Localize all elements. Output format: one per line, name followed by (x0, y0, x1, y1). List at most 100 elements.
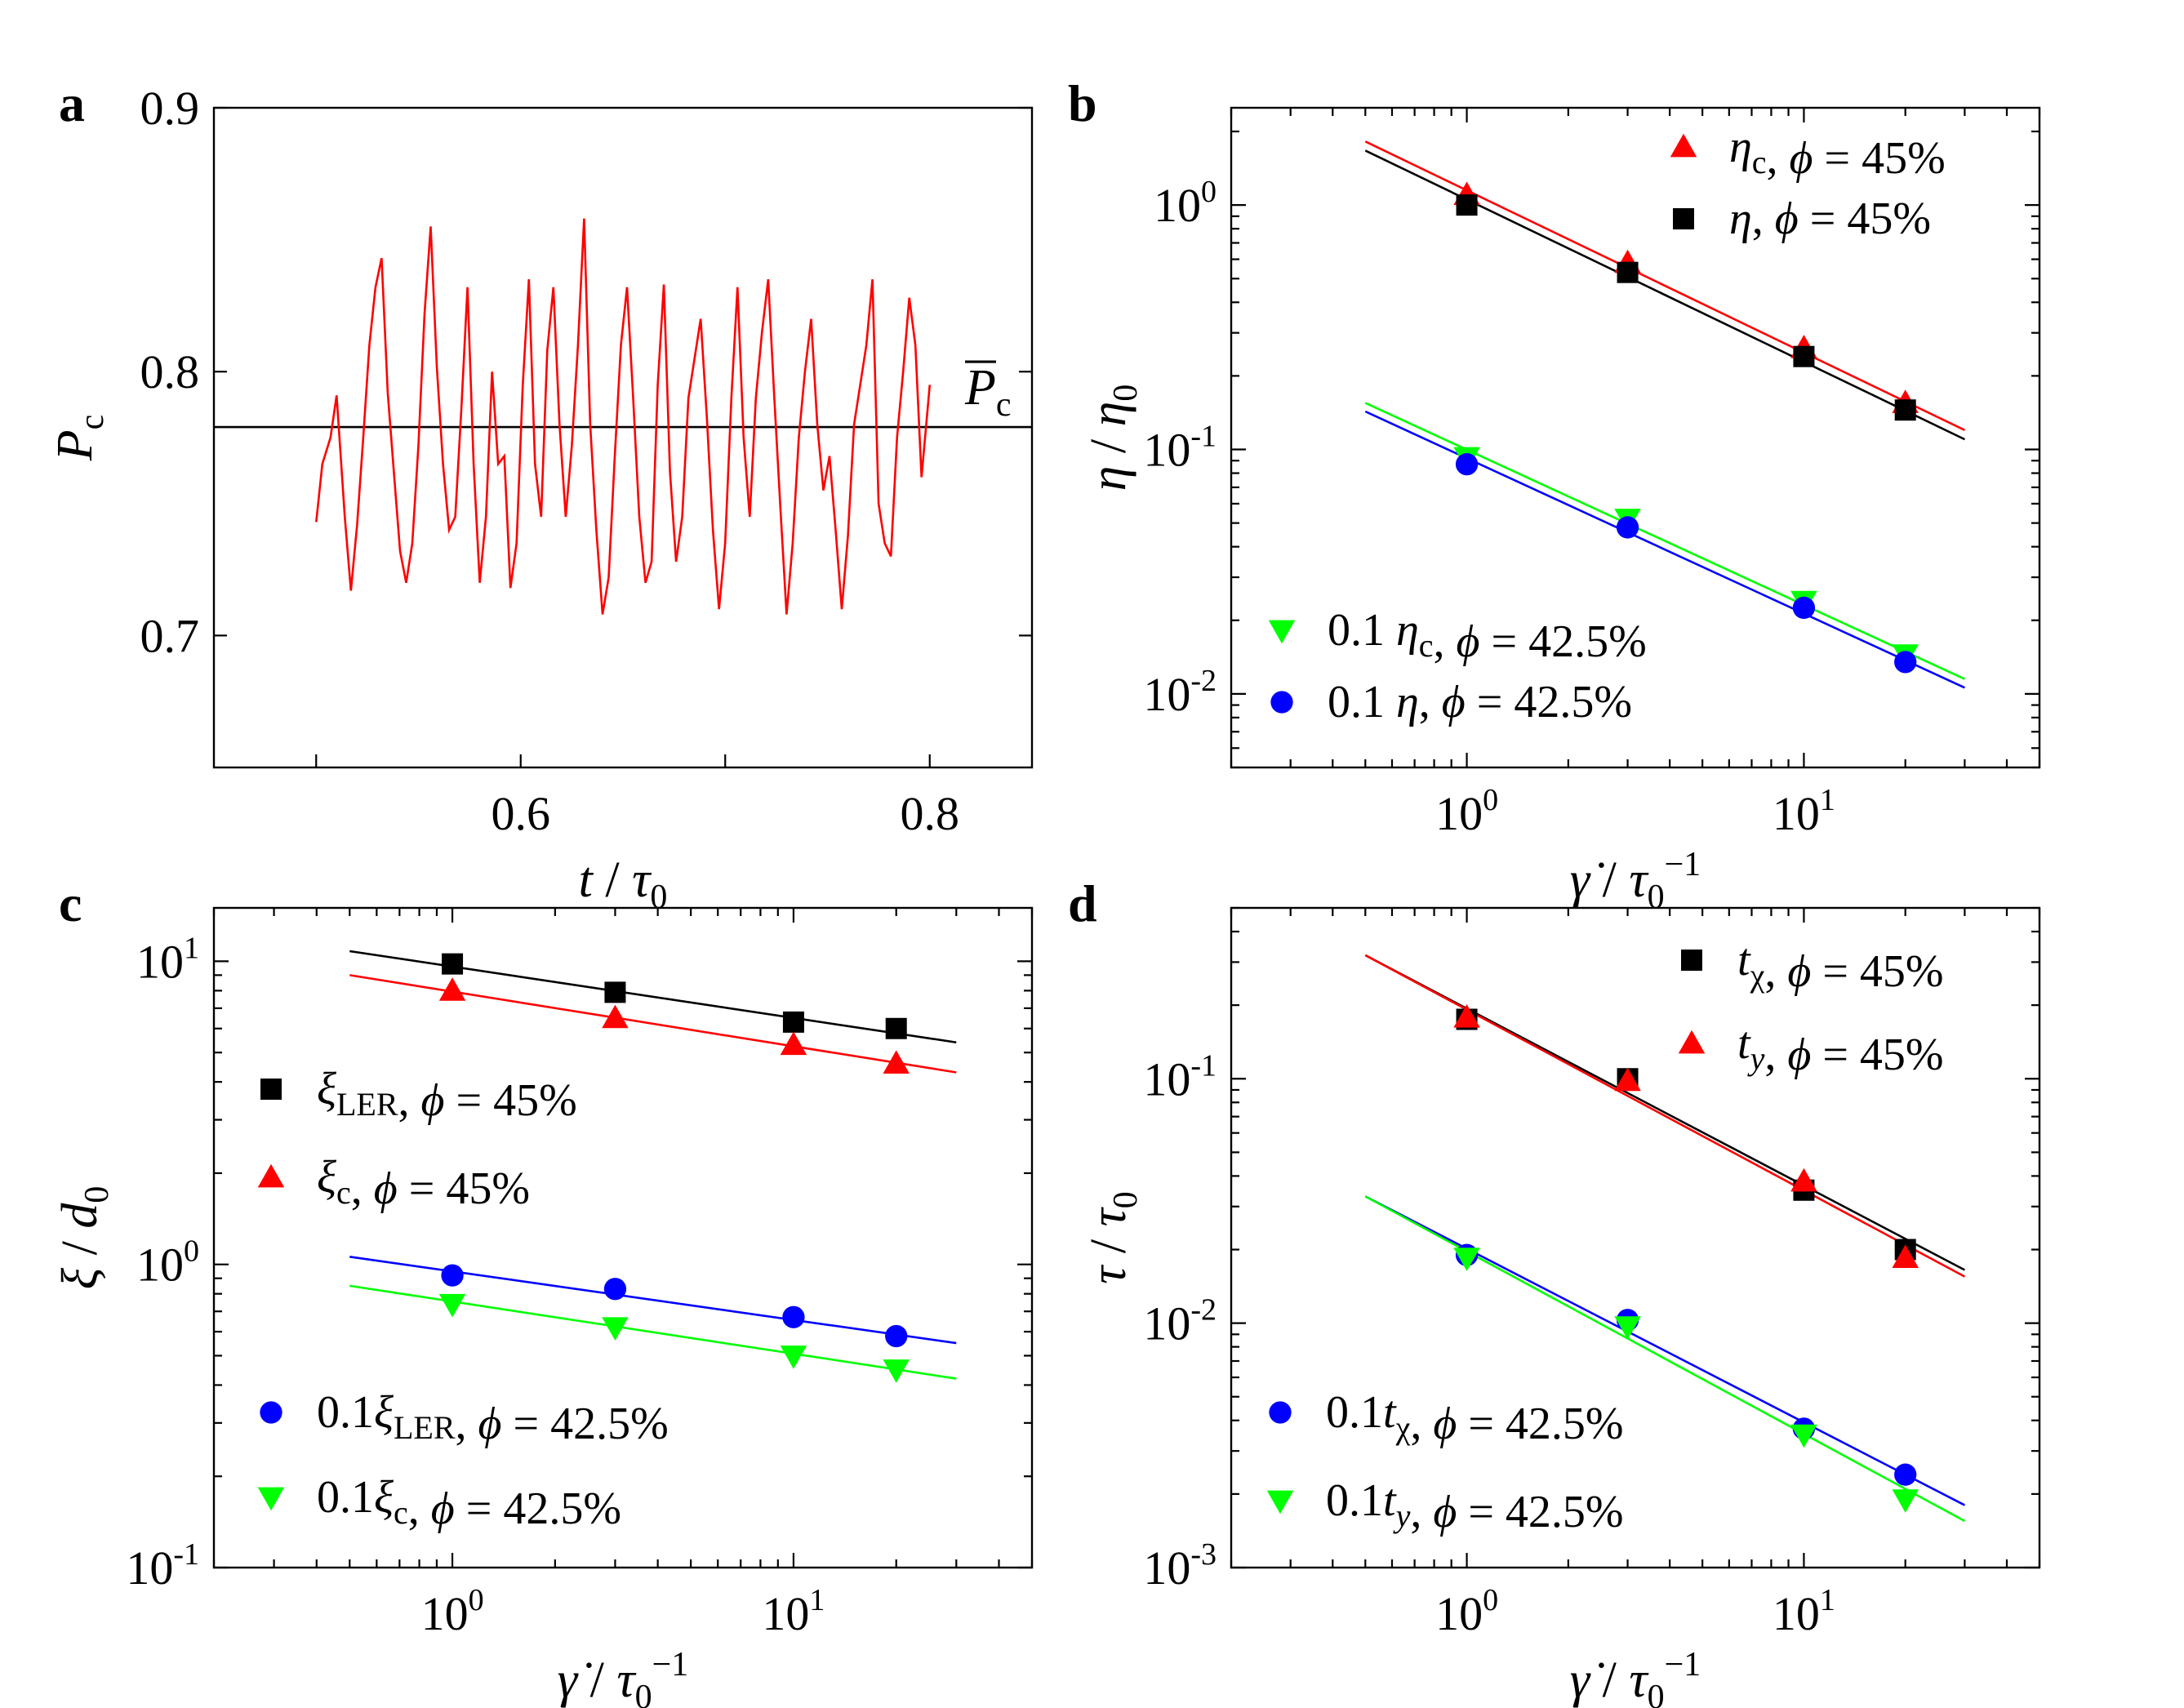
legend-marker (1270, 691, 1293, 714)
data-point-black (1793, 345, 1815, 367)
legend-prefix: 0.1 (317, 1387, 374, 1438)
tick-exponent: -1 (1190, 420, 1217, 454)
legend-text: ty, ϕ = 45% (1737, 1018, 1944, 1080)
data-point-blue (782, 1305, 805, 1328)
x-tick-label: 0.6 (492, 787, 551, 840)
data-point-green (1790, 1424, 1817, 1448)
y-axis-label: η / η0 (1081, 385, 1145, 491)
tick-exponent: 0 (1483, 1583, 1498, 1617)
legend-prefix: 0.1 (1326, 1475, 1383, 1526)
y-tick-label: 10-1 (126, 1537, 199, 1595)
x-axis-label: γ̇ / τ0−1 (1570, 846, 1701, 916)
legend-symbol: t (1383, 1475, 1397, 1526)
data-point-blue (885, 1324, 908, 1348)
symbol-tau: τ (1629, 852, 1649, 908)
x-tick-label: 100 (421, 1583, 484, 1640)
tick-base: 10 (1143, 1297, 1190, 1350)
legend-symbol: t (1383, 1387, 1397, 1438)
legend-marker (1266, 1490, 1294, 1515)
legend-marker (260, 1079, 282, 1100)
subscript: 0 (78, 1186, 116, 1203)
legend-item-green: 0.1ty, ϕ = 42.5% (1266, 1475, 1624, 1537)
legend-sep: , (351, 1163, 374, 1214)
tick-base: 10 (1773, 787, 1820, 840)
legend-value: = 42.5% (1466, 677, 1632, 727)
legend-sep: , (398, 1075, 421, 1126)
panel-label: b (1068, 74, 1097, 132)
slash: / (577, 1652, 616, 1708)
legend-symbol: ξ (317, 1064, 336, 1114)
legend-phi: ϕ (1457, 616, 1480, 667)
subscript: 0 (1648, 1679, 1665, 1708)
fit-line-red (1364, 954, 1966, 1278)
legend-sep: , (1767, 133, 1790, 184)
symbol-tau: τ (1629, 1652, 1649, 1708)
data-point-blue (1894, 651, 1917, 674)
legend-symbol: η (1396, 605, 1419, 656)
legend-marker (1673, 208, 1694, 229)
tick-base: 10 (1435, 1587, 1483, 1640)
legend-symbol: ξ (374, 1387, 394, 1438)
data-point-blue (603, 1278, 627, 1301)
legend-item-black: ξLER, ϕ = 45% (260, 1064, 577, 1126)
tick-exponent: -3 (1190, 1537, 1217, 1572)
legend-subscript: χ (1395, 1409, 1411, 1446)
slash: / (1590, 1652, 1629, 1708)
legend-sep: , (1752, 193, 1775, 244)
y-axis-label: τ / τ0 (1081, 1191, 1145, 1284)
symbol: τ (1081, 1264, 1136, 1284)
subscript: 0 (1107, 1191, 1145, 1208)
superscript: −1 (652, 1646, 689, 1684)
fit-line-red (1364, 140, 1965, 431)
legend-subscript: y (1393, 1497, 1411, 1534)
legend-item-blue: 0.1tχ, ϕ = 42.5% (1269, 1387, 1624, 1449)
legend-marker (260, 1401, 282, 1424)
legend-symbol: t (1737, 935, 1751, 985)
legend-item-blue: 0.1ξLER, ϕ = 42.5% (260, 1387, 669, 1449)
legend-prefix: 0.1 (1326, 1387, 1383, 1438)
legend-sep: , (1419, 677, 1442, 727)
legend-text: 0.1ξLER, ϕ = 42.5% (317, 1387, 669, 1449)
legend-sep: , (1410, 1487, 1433, 1537)
subscript: 0 (1107, 385, 1145, 402)
legend-prefix: 0.1 (1328, 677, 1396, 727)
y-tick-label: 10-2 (1143, 664, 1217, 721)
tick-base: 10 (1143, 1052, 1190, 1105)
panel-label: a (59, 74, 85, 132)
tick-exponent: -1 (1190, 1048, 1217, 1083)
legend-text: ηc, ϕ = 45% (1729, 122, 1946, 184)
legend-sep: , (1764, 946, 1787, 997)
tick-base: 10 (1435, 787, 1483, 840)
subscript: c (996, 386, 1012, 424)
legend-marker (1268, 620, 1296, 644)
legend-text: 0.1 ηc, ϕ = 42.5% (1328, 605, 1647, 667)
legend-subscript: χ (1750, 957, 1765, 994)
symbol: d (52, 1203, 108, 1229)
x-tick-label: 100 (1435, 783, 1498, 840)
symbol: τ (1081, 1206, 1136, 1226)
slash: / (1081, 426, 1136, 465)
x-axis-label: t / τ0 (579, 852, 668, 916)
x-tick-label: 101 (1773, 1583, 1835, 1640)
tick-base: 10 (1143, 1541, 1190, 1595)
panel-label: c (59, 874, 82, 932)
legend-value: = 45% (1811, 946, 1943, 997)
y-tick-label: 101 (136, 931, 199, 988)
legend-item-green: 0.1 ηc, ϕ = 42.5% (1268, 605, 1647, 667)
legend-phi: ϕ (1787, 1030, 1811, 1080)
legend-sep: , (456, 1399, 478, 1449)
legend-item-red: ξc, ϕ = 45% (257, 1152, 530, 1214)
y-tick-label: 10-1 (1143, 420, 1217, 477)
data-point-green (1892, 1489, 1919, 1513)
symbol: η (1081, 402, 1136, 427)
data-point-green (1614, 1316, 1641, 1340)
legend-item-red: ηc, ϕ = 45% (1670, 122, 1946, 184)
plot-frame (1230, 906, 2041, 1569)
data-point-black (1456, 194, 1478, 216)
legend-phi: ϕ (1775, 193, 1799, 244)
tick-base: 10 (421, 1587, 469, 1640)
data-point-red (780, 1031, 807, 1056)
